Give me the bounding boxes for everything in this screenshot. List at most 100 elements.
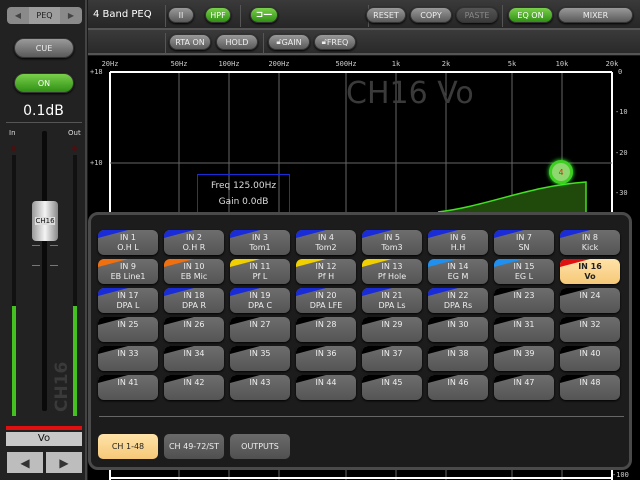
channel-button-in23[interactable]: IN 23 <box>494 288 554 313</box>
channel-button-in7[interactable]: IN 7 SN <box>494 230 554 255</box>
fader-knob[interactable]: CH16 <box>32 200 58 241</box>
channel-button-in44[interactable]: IN 44 <box>296 375 356 400</box>
cue-button[interactable]: CUE <box>14 38 74 58</box>
freq-tick-label: 20Hz <box>101 60 119 68</box>
channel-button-in15[interactable]: IN 15 EG L <box>494 259 554 284</box>
page-selector[interactable]: ◀ PEQ ▶ <box>7 7 82 24</box>
channel-button-in14[interactable]: IN 14 EG M <box>428 259 488 284</box>
prev-channel-button[interactable]: ◀ <box>7 452 43 473</box>
channel-button-in16[interactable]: IN 16 Vo <box>560 259 620 284</box>
band-4-handle[interactable]: 4 <box>549 160 573 184</box>
arrow-right-icon: ▶ <box>59 455 69 470</box>
copy-button[interactable]: COPY <box>410 7 452 23</box>
channel-color-tag <box>494 288 524 296</box>
channel-button-in13[interactable]: IN 13 Pf Hole <box>362 259 422 284</box>
gain-lock-button[interactable]: 🔓︎ GAIN <box>268 34 310 50</box>
channel-button-in27[interactable]: IN 27 <box>230 317 290 342</box>
channel-button-in21[interactable]: IN 21 DPA Ls <box>362 288 422 313</box>
channel-color-tag <box>164 346 194 354</box>
channel-button-in1[interactable]: IN 1 O.H L <box>98 230 158 255</box>
hold-button[interactable]: HOLD <box>216 34 258 50</box>
channel-id: IN 45 <box>381 378 403 387</box>
channel-button-in4[interactable]: IN 4 Tom2 <box>296 230 356 255</box>
channel-button-in43[interactable]: IN 43 <box>230 375 290 400</box>
channel-button-in39[interactable]: IN 39 <box>494 346 554 371</box>
channel-button-in47[interactable]: IN 47 <box>494 375 554 400</box>
tab-ch-49-72-st[interactable]: CH 49-72/ST <box>164 434 224 459</box>
channel-button-in20[interactable]: IN 20 DPA LFE <box>296 288 356 313</box>
tab-ch-1-48[interactable]: CH 1-48 <box>98 434 158 459</box>
freq-lock-label: FREQ <box>326 37 349 47</box>
channel-name: H.H <box>450 243 466 252</box>
channel-color-tag <box>296 288 326 296</box>
channel-color-tag <box>560 259 590 267</box>
channel-button-in19[interactable]: IN 19 DPA C <box>230 288 290 313</box>
next-channel-button[interactable]: ▶ <box>46 452 82 473</box>
channel-button-in38[interactable]: IN 38 <box>428 346 488 371</box>
channel-button-in32[interactable]: IN 32 <box>560 317 620 342</box>
channel-button-in33[interactable]: IN 33 <box>98 346 158 371</box>
channel-button-in31[interactable]: IN 31 <box>494 317 554 342</box>
channel-color-tag <box>560 230 590 238</box>
mixer-button[interactable]: MIXER <box>558 7 633 23</box>
channel-color-tag <box>164 317 194 325</box>
channel-button-in3[interactable]: IN 3 Tom1 <box>230 230 290 255</box>
channel-button-in48[interactable]: IN 48 <box>560 375 620 400</box>
rta-tick-20: -20 <box>615 149 628 157</box>
channel-id: IN 18 <box>183 291 205 300</box>
next-page-icon[interactable]: ▶ <box>67 11 75 20</box>
channel-color-tag <box>98 230 128 238</box>
hpf-button[interactable]: HPF <box>205 7 231 23</box>
channel-button-in42[interactable]: IN 42 <box>164 375 224 400</box>
out-label: Out <box>68 129 81 137</box>
channel-color-tag <box>230 317 260 325</box>
channel-button-in40[interactable]: IN 40 <box>560 346 620 371</box>
channel-button-in2[interactable]: IN 2 O.H R <box>164 230 224 255</box>
fader-tick <box>32 245 40 246</box>
rta-toolbar: RTA ON HOLD 🔓︎ GAIN 🔓︎ FREQ <box>88 30 640 55</box>
channel-vertical-label: CH16 <box>52 361 72 412</box>
freq-lock-button[interactable]: 🔓︎ FREQ <box>314 34 356 50</box>
channel-button-in46[interactable]: IN 46 <box>428 375 488 400</box>
channel-button-in6[interactable]: IN 6 H.H <box>428 230 488 255</box>
channel-button-in45[interactable]: IN 45 <box>362 375 422 400</box>
channel-button-in29[interactable]: IN 29 <box>362 317 422 342</box>
channel-button-in22[interactable]: IN 22 DPA Rs <box>428 288 488 313</box>
rta-on-button[interactable]: RTA ON <box>169 34 211 50</box>
channel-id: IN 39 <box>513 349 535 358</box>
channel-button-in26[interactable]: IN 26 <box>164 317 224 342</box>
channel-button-in11[interactable]: IN 11 Pf L <box>230 259 290 284</box>
tab-outputs[interactable]: OUTPUTS <box>230 434 290 459</box>
channel-button-in12[interactable]: IN 12 Pf H <box>296 259 356 284</box>
channel-button-in9[interactable]: IN 9 EB Line1 <box>98 259 158 284</box>
channel-button-in10[interactable]: IN 10 EB Mic <box>164 259 224 284</box>
fader-track[interactable] <box>42 131 47 411</box>
channel-id: IN 43 <box>249 378 271 387</box>
channel-color-tag <box>560 288 590 296</box>
channel-button-in25[interactable]: IN 25 <box>98 317 158 342</box>
channel-button-in41[interactable]: IN 41 <box>98 375 158 400</box>
channel-button-in34[interactable]: IN 34 <box>164 346 224 371</box>
eq-on-button[interactable]: EQ ON <box>508 7 553 23</box>
channel-button-in5[interactable]: IN 5 Tom3 <box>362 230 422 255</box>
channel-id: IN 12 <box>315 262 337 271</box>
channel-button-in36[interactable]: IN 36 <box>296 346 356 371</box>
channel-button-in30[interactable]: IN 30 <box>428 317 488 342</box>
on-button[interactable]: ON <box>14 73 74 93</box>
reset-button[interactable]: RESET <box>366 7 406 23</box>
channel-button-in35[interactable]: IN 35 <box>230 346 290 371</box>
paste-button[interactable]: PASTE <box>456 7 498 23</box>
prev-page-icon[interactable]: ◀ <box>14 11 22 20</box>
channel-button-in18[interactable]: IN 18 DPA R <box>164 288 224 313</box>
rta-tick-30: -30 <box>615 189 628 197</box>
freq-tick-label: 5k <box>507 60 517 68</box>
channel-button-in37[interactable]: IN 37 <box>362 346 422 371</box>
channel-color-tag <box>98 288 128 296</box>
channel-button-in28[interactable]: IN 28 <box>296 317 356 342</box>
channel-button-in24[interactable]: IN 24 <box>560 288 620 313</box>
channel-button-in8[interactable]: IN 8 Kick <box>560 230 620 255</box>
channel-button-in17[interactable]: IN 17 DPA L <box>98 288 158 313</box>
bypass-toggle-button[interactable]: ⊐— <box>250 7 278 23</box>
eq-type-button[interactable]: II <box>168 7 194 23</box>
channel-name[interactable]: Vo <box>6 432 82 446</box>
